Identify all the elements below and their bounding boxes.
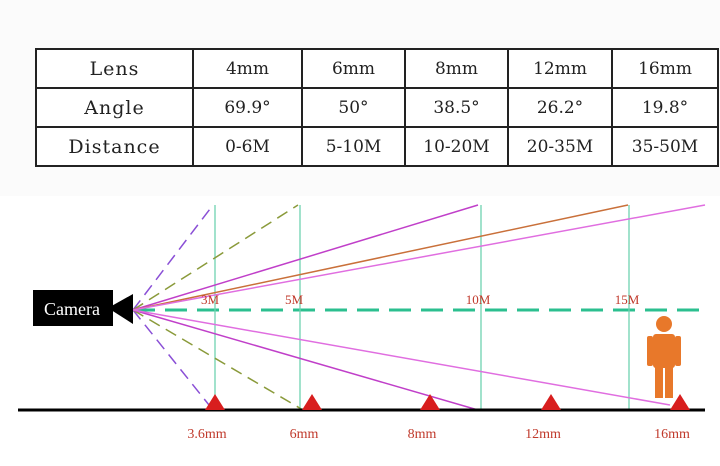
table-cell: 69.9° — [192, 87, 303, 128]
fov-rays — [132, 204, 706, 411]
ray — [132, 309, 214, 411]
lens-marker — [670, 394, 690, 410]
distance-label: 3M — [201, 292, 220, 307]
lens-label: 12mm — [525, 427, 561, 442]
table-cell: 6mm — [301, 48, 406, 89]
table-cell: 4mm — [192, 48, 303, 89]
camera-body — [33, 290, 113, 326]
table-cell: 20-35M — [507, 126, 613, 167]
person-leg — [655, 366, 663, 398]
person-arm — [675, 336, 681, 366]
lens-label: 16mm — [654, 427, 690, 442]
table-cell: 10-20M — [404, 126, 509, 167]
distance-label: 5M — [285, 292, 304, 307]
table-row: Angle 69.9° 50° 38.5° 26.2° 19.8° — [35, 87, 719, 128]
table-row: Lens 4mm 6mm 8mm 12mm 16mm — [35, 48, 719, 89]
lens-marker — [541, 394, 561, 410]
lens-label: 8mm — [408, 427, 437, 442]
table-cell: 8mm — [404, 48, 509, 89]
row-header: Angle — [35, 87, 194, 128]
lens-label: 6mm — [290, 427, 319, 442]
person-icon — [647, 316, 681, 398]
table-cell: 19.8° — [611, 87, 719, 128]
camera-label: Camera — [44, 299, 100, 319]
table-cell: 38.5° — [404, 87, 509, 128]
person-torso — [653, 334, 675, 368]
ray — [132, 204, 706, 311]
ray — [132, 204, 214, 311]
person-leg — [665, 366, 673, 398]
lens-marker — [205, 394, 225, 410]
ray — [132, 309, 479, 411]
table-row: Distance 0-6M 5-10M 10-20M 20-35M 35-50M — [35, 126, 719, 167]
diagram-bg — [0, 196, 720, 466]
table-cell: 50° — [301, 87, 406, 128]
lens-table: Lens 4mm 6mm 8mm 12mm 16mm Angle 69.9° 50° 38.5° 2… — [35, 48, 719, 167]
lens-label: 3.6mm — [187, 427, 226, 442]
table-cell: 5-10M — [301, 126, 406, 167]
table-cell: 35-50M — [611, 126, 719, 167]
person-arm — [647, 336, 653, 366]
ray — [132, 204, 629, 311]
table-cell: 16mm — [611, 48, 719, 89]
table-cell: 26.2° — [507, 87, 613, 128]
person-head — [656, 316, 672, 332]
lens-marker — [420, 394, 440, 410]
camera-lens — [108, 294, 133, 324]
table-cell: 12mm — [507, 48, 613, 89]
table-cell: 0-6M — [192, 126, 303, 167]
distance-label: 10M — [466, 292, 491, 307]
ray — [132, 309, 671, 406]
distance-label: 15M — [615, 292, 640, 307]
ray — [132, 204, 299, 311]
row-header: Lens — [35, 48, 194, 89]
row-header: Distance — [35, 126, 194, 167]
ray — [132, 309, 304, 411]
lens-marker — [302, 394, 322, 410]
ray — [132, 204, 479, 311]
distance-lines — [214, 205, 630, 410]
